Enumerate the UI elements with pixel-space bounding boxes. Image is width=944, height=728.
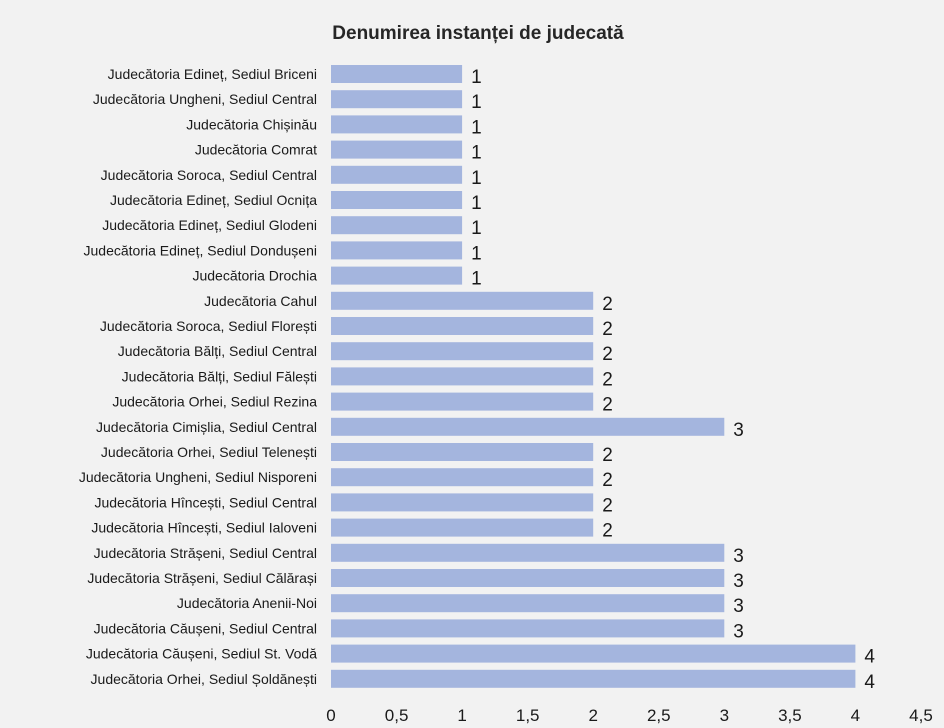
bar (331, 342, 594, 361)
category-label: Judecătoria Ungheni, Sediul Central (93, 91, 317, 107)
bars (331, 65, 856, 688)
bar (331, 417, 725, 436)
x-tick-label: 2,5 (647, 706, 671, 725)
data-label: 2 (602, 521, 613, 542)
data-label: 3 (733, 420, 744, 441)
x-tick-label: 4 (851, 706, 860, 725)
category-label: Judecătoria Soroca, Sediul Florești (100, 318, 317, 334)
category-label: Judecătoria Cimișlia, Sediul Central (96, 419, 317, 435)
x-tick-label: 3 (720, 706, 729, 725)
data-label: 1 (471, 92, 482, 113)
category-label: Judecătoria Edineț, Sediul Briceni (108, 66, 317, 82)
data-label: 3 (733, 621, 744, 642)
data-label: 4 (864, 672, 875, 693)
data-label: 1 (471, 143, 482, 164)
x-tick-label: 1 (457, 706, 466, 725)
data-label: 3 (733, 571, 744, 592)
bar (331, 191, 463, 209)
category-label: Judecătoria Strășeni, Sediul Central (94, 545, 317, 561)
data-label: 1 (471, 67, 482, 88)
category-label: Judecătoria Edineț, Sediul Glodeni (102, 217, 317, 233)
data-label: 2 (602, 344, 613, 365)
data-label: 2 (602, 470, 613, 491)
data-labels: 1 1 1 1 1 1 1 1 1 2 2 2 2 2 3 2 2 2 2 3 3 3 3 4 4 (471, 67, 875, 693)
category-label: Judecătoria Hîncești, Sediul Central (94, 494, 317, 510)
x-axis: 0 0,5 1 1,5 2 2,5 3 3,5 4 4,5 (326, 706, 933, 725)
data-label: 1 (471, 269, 482, 290)
category-labels: Judecătoria Edineț, Sediul Briceni Judecă… (79, 66, 317, 687)
bar (331, 493, 594, 512)
bar (331, 317, 594, 335)
chart-title: Denumirea instanței de judecată (332, 23, 624, 44)
category-label: Judecătoria Căușeni, Sediul St. Vodă (86, 646, 317, 662)
bar (331, 266, 463, 285)
category-label: Judecătoria Orhei, Sediul Telenești (101, 444, 317, 460)
bar (331, 594, 725, 613)
bar (331, 392, 594, 411)
data-label: 1 (471, 168, 482, 189)
category-label: Judecătoria Hîncești, Sediul Ialoveni (91, 520, 317, 536)
data-label: 2 (602, 495, 613, 516)
category-label: Judecătoria Căușeni, Sediul Central (94, 620, 317, 636)
category-label: Judecătoria Chișinău (186, 116, 317, 132)
bar (331, 367, 594, 386)
bar (331, 543, 725, 562)
x-tick-label: 2 (588, 706, 597, 725)
category-label: Judecătoria Drochia (192, 268, 317, 284)
data-label: 2 (602, 395, 613, 416)
bar (331, 619, 725, 638)
bar (331, 468, 594, 487)
data-label: 3 (733, 596, 744, 617)
bar (331, 65, 463, 83)
category-label: Judecătoria Strășeni, Sediul Călărași (87, 570, 317, 586)
bar (331, 90, 463, 109)
category-label: Judecătoria Bălți, Sediul Central (118, 343, 317, 359)
category-label: Judecătoria Orhei, Sediul Șoldănești (91, 671, 317, 687)
category-label: Judecătoria Edineț, Sediul Dondușeni (84, 242, 318, 258)
category-label: Judecătoria Soroca, Sediul Central (101, 167, 317, 183)
x-tick-label: 0 (326, 706, 335, 725)
category-label: Judecătoria Ungheni, Sediul Nisporeni (79, 469, 317, 485)
data-label: 2 (602, 369, 613, 390)
data-label: 1 (471, 243, 482, 264)
bar (331, 241, 463, 260)
data-label: 1 (471, 218, 482, 239)
data-label: 1 (471, 117, 482, 138)
x-tick-label: 1,5 (516, 706, 540, 725)
category-label: Judecătoria Cahul (204, 293, 317, 309)
x-tick-label: 0,5 (385, 706, 409, 725)
bar (331, 569, 725, 587)
bar (331, 216, 463, 235)
bar (331, 165, 463, 184)
x-tick-label: 3,5 (778, 706, 802, 725)
x-tick-label: 4,5 (909, 706, 933, 725)
data-label: 3 (733, 546, 744, 567)
bar (331, 669, 856, 688)
data-label: 2 (602, 294, 613, 315)
bar (331, 443, 594, 461)
data-label: 2 (602, 319, 613, 340)
category-label: Judecătoria Edineț, Sediul Ocnița (110, 192, 317, 208)
data-label: 4 (864, 647, 875, 668)
bar (331, 115, 463, 134)
category-label: Judecătoria Anenii-Noi (177, 595, 317, 611)
bar (331, 291, 594, 310)
category-label: Judecătoria Comrat (195, 142, 317, 158)
category-label: Judecătoria Orhei, Sediul Rezina (112, 394, 317, 410)
data-label: 2 (602, 445, 613, 466)
bar (331, 140, 463, 159)
category-label: Judecătoria Bălți, Sediul Fălești (122, 368, 317, 384)
bar (331, 644, 856, 663)
data-label: 1 (471, 193, 482, 214)
bar (331, 518, 594, 537)
